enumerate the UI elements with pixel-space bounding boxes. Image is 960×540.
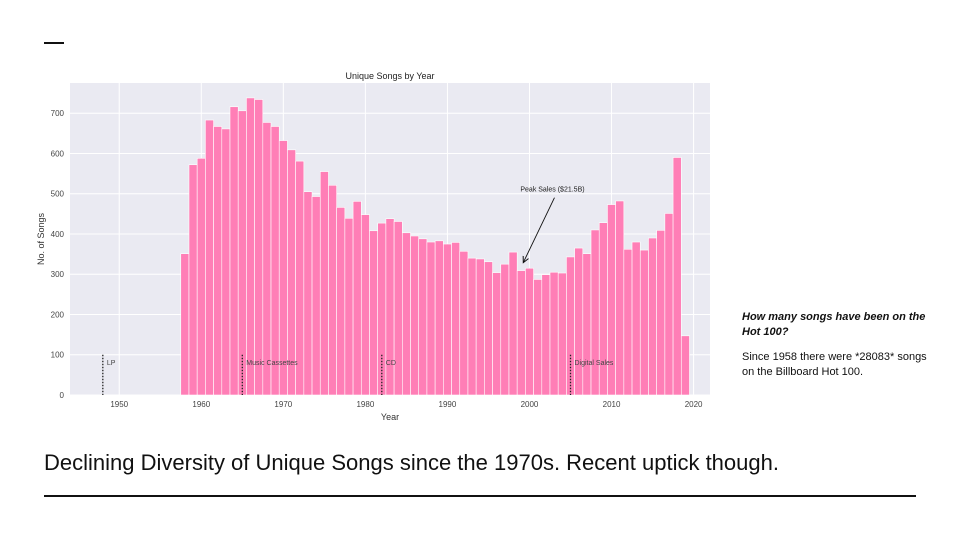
bar-2011 — [615, 200, 625, 396]
bar-1971 — [287, 149, 296, 396]
bar-1980 — [360, 214, 370, 396]
y-tick-label: 300 — [51, 270, 65, 279]
side-note: How many songs have been on the Hot 100?… — [742, 310, 932, 380]
bar-2005 — [566, 256, 575, 396]
bar-1959 — [188, 164, 198, 396]
bar-2008 — [590, 229, 600, 396]
bar-2009 — [598, 222, 608, 396]
axis-ticks: 1950 1960 1970 1980 1990 2000 2010 2020 0 100 200 3… — [51, 109, 703, 409]
bar-1974 — [311, 196, 321, 396]
bar-2015 — [648, 237, 657, 396]
y-tick-label: 500 — [51, 190, 65, 199]
marker-label: Music Cassettes — [246, 360, 298, 367]
slide-dash — [44, 42, 64, 44]
x-tick-label: 2010 — [603, 400, 621, 409]
bar-2014 — [639, 249, 649, 396]
bar-1979 — [352, 201, 362, 396]
bar-1989 — [434, 240, 444, 396]
marker-label: CD — [386, 360, 396, 367]
bar-1966 — [246, 97, 255, 396]
bar-1961 — [205, 119, 214, 396]
y-tick-label: 600 — [51, 149, 65, 158]
bar-2007 — [582, 253, 592, 396]
bar-1960 — [196, 157, 206, 396]
y-tick-label: 200 — [51, 310, 65, 319]
bar-1965 — [237, 110, 247, 396]
bar-1993 — [467, 257, 477, 396]
bar-1964 — [229, 106, 239, 396]
bar-1992 — [459, 250, 469, 396]
bar-1973 — [303, 191, 313, 396]
side-question: How many songs have been on the Hot 100? — [742, 311, 926, 338]
bar-1986 — [410, 235, 420, 396]
bar-1977 — [336, 207, 346, 396]
y-tick-label: 0 — [60, 391, 65, 400]
bar-2000 — [525, 267, 534, 396]
bar-1995 — [484, 261, 493, 396]
bar-2004 — [557, 272, 567, 396]
bar-2013 — [631, 241, 641, 396]
bar-2001 — [533, 279, 543, 396]
bar-1988 — [426, 241, 436, 396]
bar-1984 — [393, 221, 403, 396]
bar-1999 — [516, 270, 526, 396]
annotation: Peak Sales ($21.5B) — [520, 187, 585, 263]
chart-title: Unique Songs by Year — [345, 71, 434, 81]
bottom-rule — [44, 495, 916, 497]
bar-1975 — [319, 171, 329, 396]
bar-1991 — [451, 242, 461, 396]
bar-2003 — [549, 271, 559, 396]
bar-2017 — [664, 213, 674, 396]
bar-1985 — [402, 232, 411, 396]
bar-1967 — [254, 99, 264, 396]
bar-1997 — [500, 263, 510, 396]
bar-1958 — [180, 253, 190, 396]
x-tick-label: 1990 — [439, 400, 457, 409]
marker-label: Digital Sales — [575, 360, 614, 367]
bar-1962 — [213, 126, 223, 396]
x-tick-label: 1980 — [356, 400, 374, 409]
x-tick-label: 2020 — [685, 400, 703, 409]
bar-2006 — [574, 247, 584, 396]
bar-1990 — [443, 243, 452, 396]
bar-1963 — [221, 128, 231, 396]
bar-1998 — [508, 251, 518, 396]
x-tick-label: 2000 — [521, 400, 539, 409]
bar-1970 — [278, 140, 288, 396]
annotation-arrow — [523, 197, 555, 263]
y-axis-label: No. of Songs — [36, 212, 46, 265]
bar-chart: LP Music Cassettes CD Digital Sales Peak Sa… — [36, 71, 710, 422]
bar-1983 — [385, 218, 395, 396]
bar-1978 — [344, 217, 354, 396]
bar-1968 — [262, 122, 272, 396]
bar-2002 — [541, 274, 551, 396]
bar-2019 — [680, 335, 690, 396]
y-tick-label: 100 — [51, 351, 65, 360]
x-axis-label: Year — [381, 412, 399, 422]
bar-1981 — [369, 230, 378, 396]
y-tick-label: 400 — [51, 230, 65, 239]
marker-label: LP — [107, 360, 116, 367]
event-markers: LP Music Cassettes CD Digital Sales — [102, 354, 614, 395]
bar-2016 — [656, 230, 666, 396]
bar-1996 — [492, 272, 502, 396]
x-tick-label: 1950 — [110, 400, 128, 409]
side-answer: Since 1958 there were *28083* songs on t… — [742, 351, 927, 378]
y-tick-label: 700 — [51, 109, 65, 118]
bar-1976 — [328, 184, 337, 396]
annotation-text: Peak Sales ($21.5B) — [520, 187, 584, 194]
bar-2012 — [623, 248, 633, 396]
bar-1969 — [270, 126, 280, 396]
bars — [180, 97, 690, 396]
bar-2018 — [672, 157, 682, 396]
x-tick-label: 1960 — [192, 400, 210, 409]
slide-caption: Declining Diversity of Unique Songs sinc… — [44, 450, 779, 475]
bar-1994 — [475, 258, 485, 396]
x-tick-label: 1970 — [274, 400, 292, 409]
bar-1982 — [377, 222, 387, 396]
bar-1987 — [418, 238, 428, 396]
